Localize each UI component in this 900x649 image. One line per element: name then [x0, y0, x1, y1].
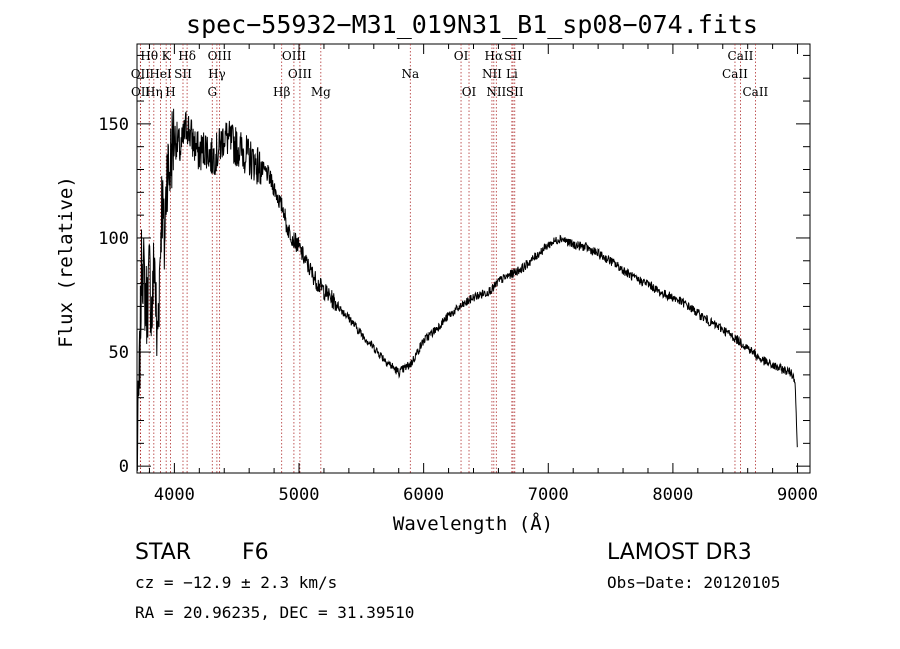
emission-line-label: SII [504, 49, 522, 63]
emission-line-label: CaII [742, 85, 768, 99]
emission-line-label: Hα [485, 49, 504, 63]
observation-date: Obs−Date: 20120105 [607, 573, 780, 592]
emission-line-label: Na [401, 67, 419, 81]
survey-name: LAMOST DR3 [607, 540, 752, 565]
coordinates: RA = 20.96235, DEC = 31.39510 [135, 603, 414, 622]
emission-line-label: Hθ [140, 49, 158, 63]
x-tick-label: 9000 [777, 485, 818, 505]
emission-line-markers [139, 44, 756, 473]
x-tick-label: 4000 [154, 485, 195, 505]
emission-line-label: NII [486, 85, 506, 99]
emission-line-label: G [207, 85, 217, 99]
emission-line-label: OII [131, 85, 151, 99]
emission-line-label: OII [131, 67, 151, 81]
x-tick-label: 6000 [403, 485, 444, 505]
y-tick-label: 50 [109, 343, 129, 363]
emission-line-label: OIII [208, 49, 232, 63]
emission-line-label: Hη [145, 85, 163, 99]
object-subclass: F6 [242, 540, 269, 565]
y-tick-label: 0 [119, 457, 129, 477]
emission-line-label: OI [462, 85, 477, 99]
x-tick-label: 7000 [528, 485, 569, 505]
y-tick-label: 150 [98, 115, 129, 135]
emission-line-label: NII [482, 67, 502, 81]
emission-line-label: K [162, 49, 172, 63]
emission-line-label: OI [454, 49, 469, 63]
y-axis-ticks: 0 50 100 150 [98, 54, 810, 477]
emission-line-label: CaII [728, 49, 754, 63]
chart-title: spec−55932−M31_019N31_B1_sp08−074.fits [186, 10, 758, 39]
emission-line-label: OIII [288, 67, 312, 81]
object-class: STAR [135, 540, 191, 565]
x-tick-label: 5000 [279, 485, 320, 505]
emission-line-label: OIII [282, 49, 306, 63]
emission-line-label: Hγ [208, 67, 226, 81]
emission-line-label: H [165, 85, 175, 99]
y-axis-label: Flux (relative) [55, 176, 77, 348]
emission-line-label: Hβ [273, 85, 290, 99]
emission-line-label: CaII [722, 67, 748, 81]
x-tick-label: 8000 [652, 485, 693, 505]
emission-line-label: Li [506, 67, 518, 81]
y-tick-label: 100 [98, 229, 129, 249]
spectrum-series-line [136, 108, 798, 471]
redshift-velocity: cz = −12.9 ± 2.3 km/s [135, 573, 337, 592]
emission-line-label: SII [506, 85, 524, 99]
plot-frame [136, 43, 811, 474]
x-axis-label: Wavelength (Å) [393, 512, 553, 535]
x-axis-ticks: 4000 5000 6000 7000 8000 9000 [148, 44, 818, 505]
emission-line-label: SII [174, 67, 192, 81]
emission-line-label: Mg [311, 85, 331, 99]
emission-line-label: Hδ [178, 49, 196, 63]
emission-line-label: HeI [149, 67, 172, 81]
